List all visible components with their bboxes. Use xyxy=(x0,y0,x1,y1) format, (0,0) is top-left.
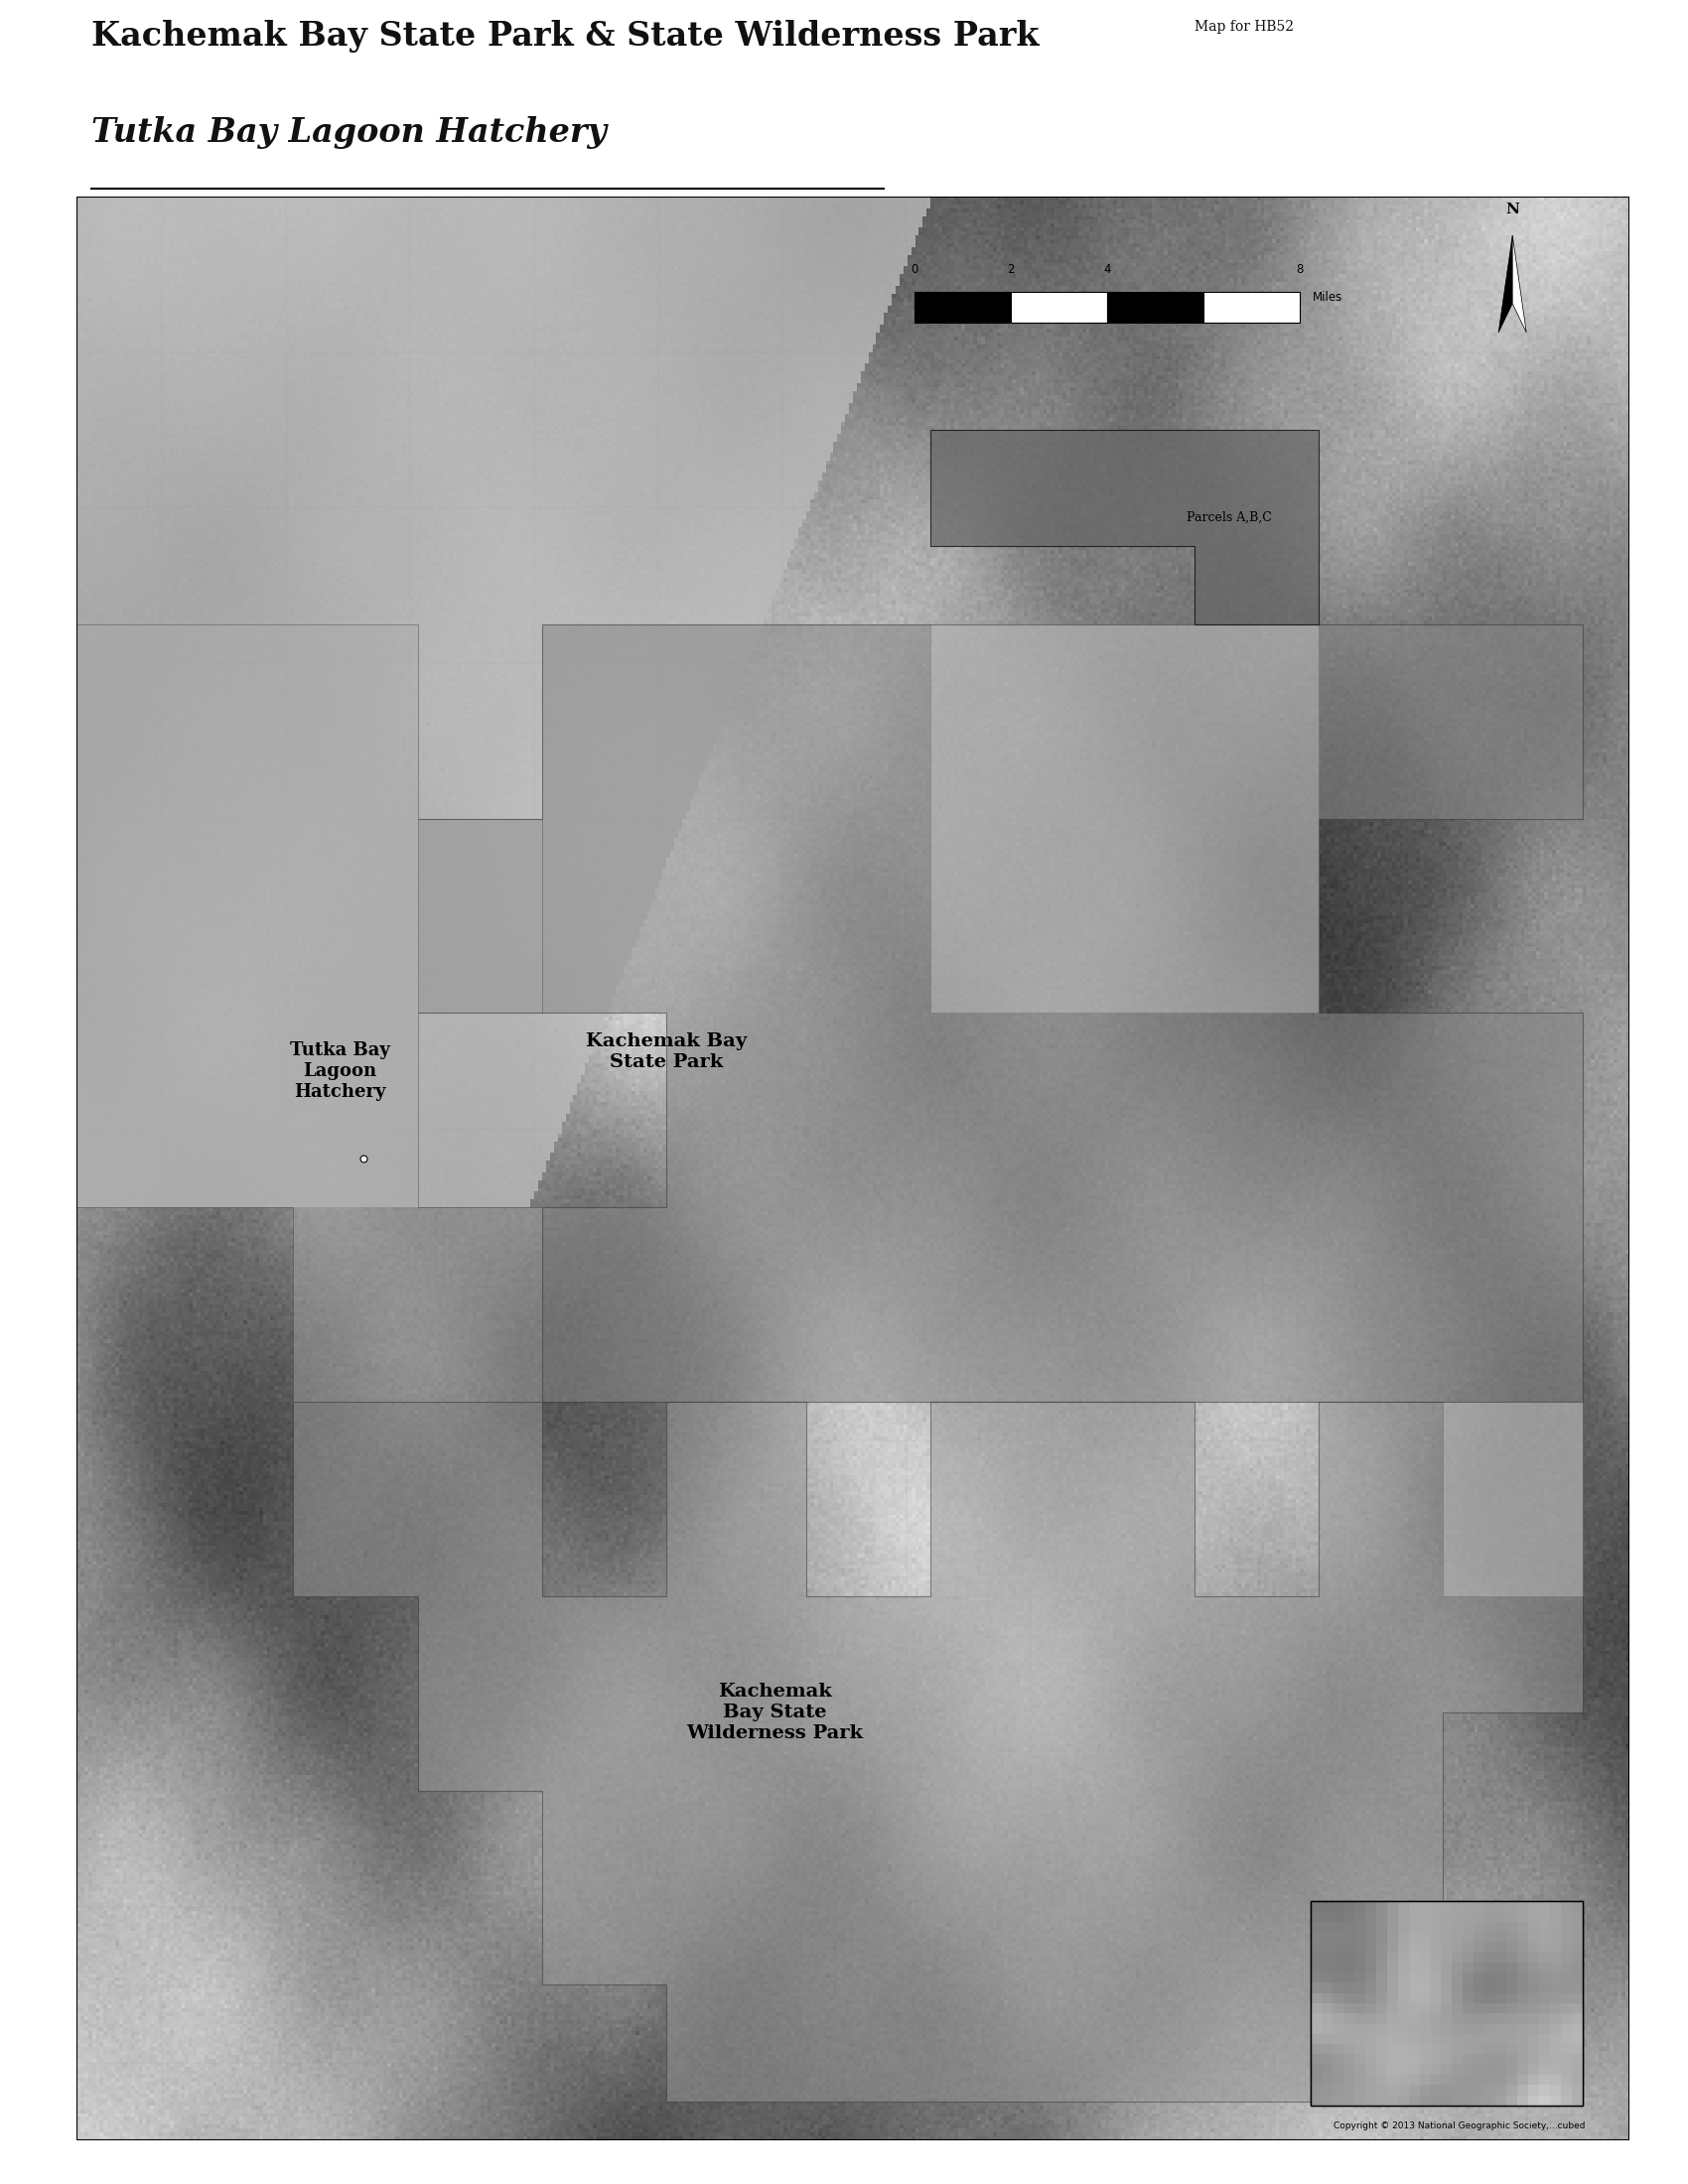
Text: 2: 2 xyxy=(1008,264,1014,275)
Bar xyxy=(1310,1902,1582,2105)
Text: Tutka Bay
Lagoon
Hatchery: Tutka Bay Lagoon Hatchery xyxy=(290,1042,390,1101)
Text: Kachemak
Bay State
Wilderness Park: Kachemak Bay State Wilderness Park xyxy=(687,1684,863,1743)
Text: 0: 0 xyxy=(912,264,918,275)
Bar xyxy=(1310,1902,1582,2105)
Text: 8: 8 xyxy=(1296,264,1303,275)
Text: Kachemak Bay State Park & State Wilderness Park: Kachemak Bay State Park & State Wilderne… xyxy=(91,20,1040,52)
Polygon shape xyxy=(930,625,1318,1013)
Text: 4: 4 xyxy=(1104,264,1111,275)
Polygon shape xyxy=(930,430,1318,625)
Polygon shape xyxy=(76,625,542,1402)
Bar xyxy=(1107,293,1204,323)
Text: Tutka Bay Lagoon Hatchery: Tutka Bay Lagoon Hatchery xyxy=(91,116,606,149)
Text: Kachemak Bay
State Park: Kachemak Bay State Park xyxy=(586,1033,746,1070)
Text: Map for HB52: Map for HB52 xyxy=(1193,20,1293,33)
Text: N: N xyxy=(1506,203,1519,216)
Text: Miles: Miles xyxy=(1312,290,1342,304)
Polygon shape xyxy=(1499,236,1512,332)
Text: Copyright © 2013 National Geographic Society,...cubed: Copyright © 2013 National Geographic Soc… xyxy=(1334,2121,1585,2132)
Text: Parcels A,B,C: Parcels A,B,C xyxy=(1187,511,1271,524)
Polygon shape xyxy=(1512,236,1526,332)
Bar xyxy=(915,293,1011,323)
Polygon shape xyxy=(294,1402,1582,2101)
Polygon shape xyxy=(1443,1402,1582,1597)
Bar xyxy=(1011,293,1107,323)
Polygon shape xyxy=(417,625,1582,1402)
Bar xyxy=(1204,293,1300,323)
